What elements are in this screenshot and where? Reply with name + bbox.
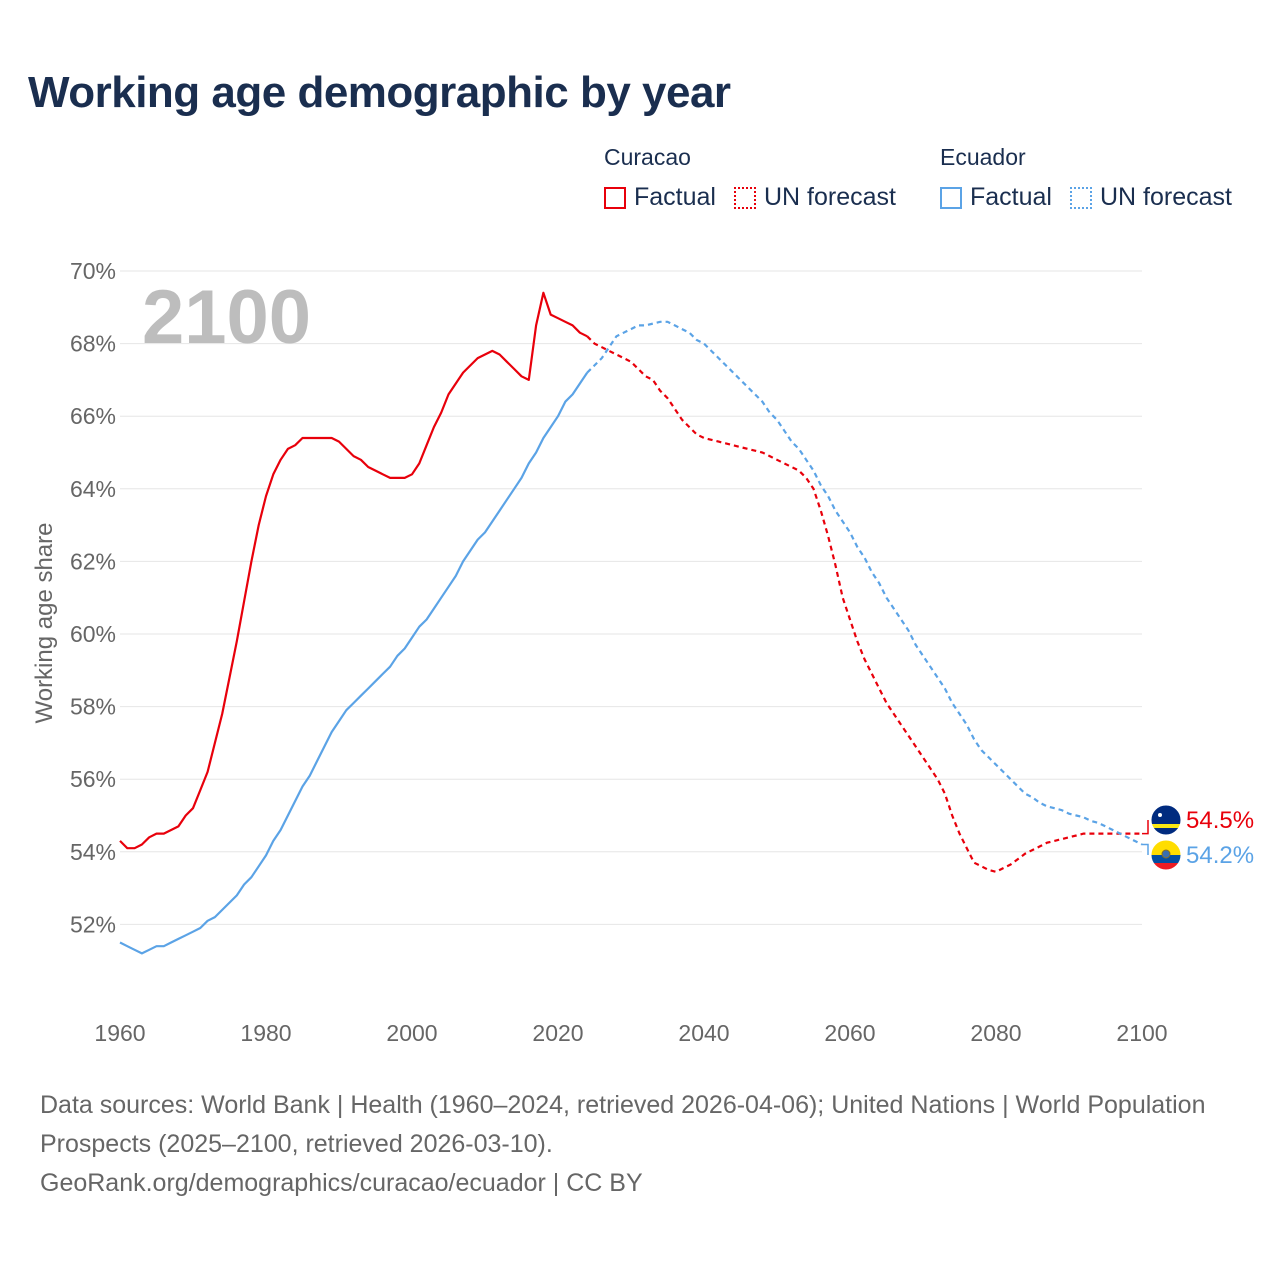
y-tick-label: 62% bbox=[70, 548, 116, 574]
series-line-ecuador-forecast bbox=[586, 320, 1143, 846]
x-tick-label: 2060 bbox=[824, 1020, 875, 1046]
year-watermark: 2100 bbox=[142, 275, 311, 360]
flag-star bbox=[1158, 813, 1162, 817]
y-axis-ticks: 52% 54% 56% 58% 60% 62% 64% 66% 68% 70% bbox=[70, 258, 116, 937]
x-tick-label: 2020 bbox=[532, 1020, 583, 1046]
series-line-curacao-factual bbox=[119, 291, 588, 850]
x-tick-label: 1960 bbox=[94, 1020, 145, 1046]
legend-label: UN forecast bbox=[763, 183, 896, 211]
legend-ecuador-factual[interactable]: Factual bbox=[940, 183, 1052, 212]
chart-title: Working age demographic by year bbox=[28, 68, 731, 117]
legend-swatch-dotted bbox=[1069, 186, 1092, 209]
flag-field bbox=[1151, 805, 1181, 835]
legend-curacao-forecast[interactable]: UN forecast bbox=[733, 183, 896, 212]
y-tick-label: 58% bbox=[70, 694, 116, 720]
y-tick-label: 64% bbox=[70, 476, 116, 502]
x-tick-label: 2040 bbox=[678, 1020, 729, 1046]
line-chart: 52% 54% 56% 58% 60% 62% 64% 66% 68% 70% 1960 1980 2… bbox=[31, 258, 1254, 1046]
y-tick-label: 52% bbox=[70, 911, 116, 937]
end-markers bbox=[1142, 804, 1182, 871]
legend-label: Factual bbox=[970, 183, 1052, 211]
flag-ring bbox=[1150, 804, 1182, 836]
x-tick-label: 2000 bbox=[386, 1020, 437, 1046]
legend-curacao: Curacao Factual UN forecast bbox=[604, 144, 914, 212]
ecuador-flag-icon bbox=[1151, 840, 1181, 870]
legend-label: Factual bbox=[634, 183, 716, 211]
connector-curacao bbox=[1142, 820, 1149, 835]
series-line-curacao-forecast bbox=[586, 335, 1142, 873]
end-label-curacao: 54.5% bbox=[1186, 807, 1254, 834]
end-label-ecuador: 54.2% bbox=[1186, 842, 1254, 869]
y-axis-label: Working age share bbox=[31, 523, 58, 724]
y-tick-label: 66% bbox=[70, 403, 116, 429]
x-tick-label: 2080 bbox=[970, 1020, 1021, 1046]
x-tick-label: 1980 bbox=[240, 1020, 291, 1046]
series-lines bbox=[119, 291, 1143, 955]
y-tick-label: 60% bbox=[70, 621, 116, 647]
y-tick-label: 68% bbox=[70, 331, 116, 357]
y-tick-label: 56% bbox=[70, 766, 116, 792]
flag-blue bbox=[1151, 855, 1181, 863]
source-link[interactable]: GeoRank.org/demographics/curacao/ecuador… bbox=[40, 1169, 643, 1197]
connector-ecuador bbox=[1142, 843, 1149, 855]
legend-swatch-solid bbox=[940, 186, 962, 209]
legend-ecuador-forecast[interactable]: UN forecast bbox=[1069, 183, 1232, 212]
flag-yellow bbox=[1151, 840, 1181, 855]
curacao-flag-icon bbox=[1151, 805, 1181, 835]
legend-label: UN forecast bbox=[1099, 183, 1232, 211]
y-tick-label: 54% bbox=[70, 839, 116, 865]
legend-swatch-solid bbox=[604, 186, 626, 209]
footer: Data sources: World Bank | Health (1960–… bbox=[40, 1086, 1220, 1203]
series-line-ecuador-factual bbox=[119, 371, 589, 955]
x-tick-label: 2100 bbox=[1116, 1020, 1167, 1046]
legend-country-ecuador: Ecuador bbox=[940, 144, 1026, 170]
legend-ecuador: Ecuador Factual UN forecast bbox=[940, 144, 1250, 212]
legend-country-curacao: Curacao bbox=[604, 144, 691, 170]
gridlines bbox=[120, 270, 1142, 925]
flag-ring bbox=[1150, 839, 1182, 871]
x-axis-ticks: 1960 1980 2000 2020 2040 2060 2080 2100 bbox=[94, 1020, 1167, 1046]
legend-swatch-dotted bbox=[733, 186, 756, 209]
flag-stripe bbox=[1151, 824, 1181, 828]
legend-curacao-factual[interactable]: Factual bbox=[604, 183, 716, 212]
data-sources: Data sources: World Bank | Health (1960–… bbox=[40, 1091, 1206, 1158]
flag-emblem bbox=[1161, 849, 1171, 859]
y-tick-label: 70% bbox=[70, 258, 116, 284]
flag-red bbox=[1151, 863, 1181, 870]
